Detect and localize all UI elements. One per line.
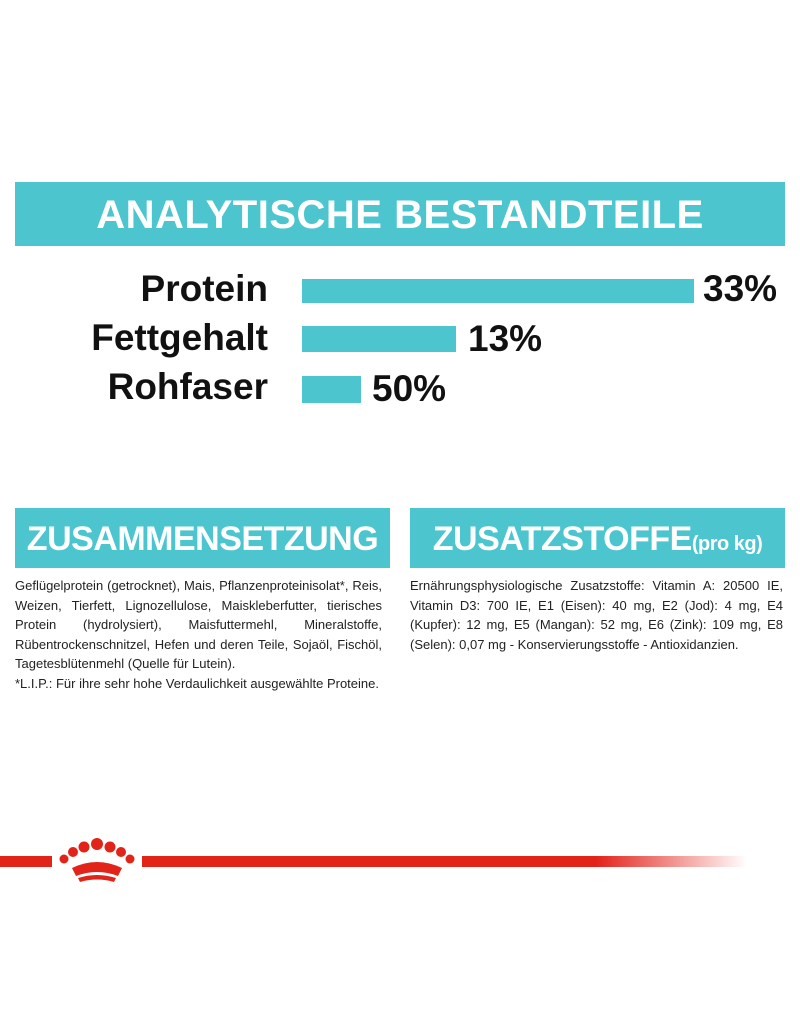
- banner-title: ANALYTISCHE BESTANDTEILE: [15, 182, 785, 246]
- brand-divider: [0, 838, 747, 882]
- nutrient-bar: [302, 279, 694, 303]
- section-title-suffix: (pro kg): [691, 533, 763, 555]
- paragraph: Geflügelprotein (getrocknet), Mais, Pfla…: [15, 578, 382, 672]
- nutrient-value: 50%: [372, 368, 447, 409]
- divider-line: [0, 856, 52, 867]
- paragraph: *L.I.P.: Für ihre sehr hohe Verdaulichke…: [15, 675, 379, 691]
- nutrient-value: 13%: [468, 318, 543, 359]
- nutrient-label: Rohfaser: [107, 366, 268, 407]
- crown-logo: [59, 838, 135, 882]
- divider-line: [142, 856, 747, 867]
- section-header: ZUSATZSTOFFE(pro kg): [410, 508, 785, 568]
- section-body: Geflügelprotein (getrocknet), Mais, Pfla…: [15, 576, 382, 694]
- nutrient-bar: [302, 326, 456, 352]
- nutrient-bar: [302, 376, 361, 403]
- nutrient-value: 33%: [703, 268, 778, 309]
- section-title: ZUSATZSTOFFE: [432, 520, 693, 558]
- paragraph: Ernährungsphysiologische Zusatzstoffe: V…: [410, 578, 783, 652]
- section-title: ZUSAMMENSETZUNG: [15, 508, 390, 568]
- nutrient-label: Protein: [140, 268, 268, 309]
- nutrient-label: Fettgehalt: [91, 317, 268, 358]
- section-body: Ernährungsphysiologische Zusatzstoffe: V…: [410, 576, 783, 654]
